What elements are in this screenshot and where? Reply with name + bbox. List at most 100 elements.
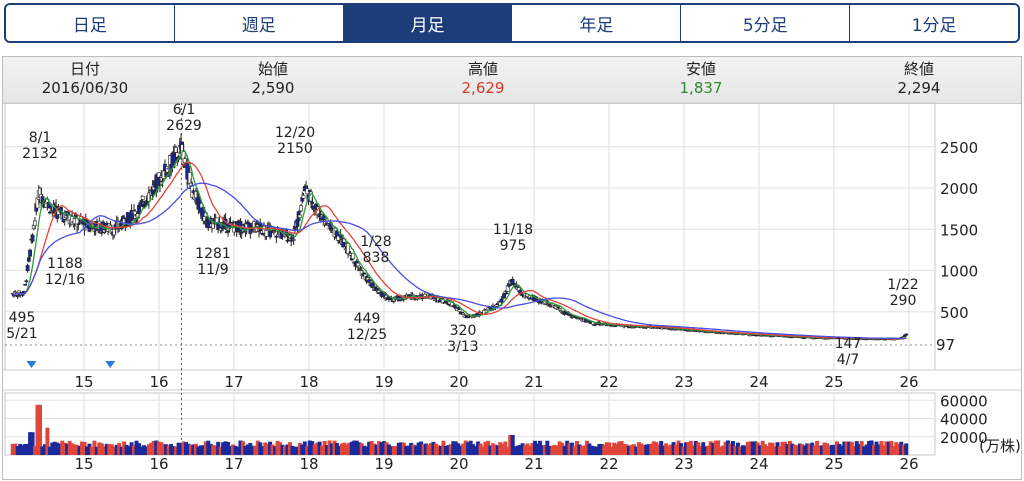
volume-bar: [320, 445, 325, 455]
volume-bar: [132, 445, 137, 455]
candle-body: [559, 310, 563, 313]
volume-bar: [80, 441, 85, 455]
candle-body: [25, 265, 30, 272]
volume-bar: [703, 446, 708, 455]
volume-bar: [409, 442, 414, 455]
volume-bar: [760, 440, 765, 455]
volume-bar: [82, 441, 87, 455]
volume-bar: [483, 441, 488, 455]
volume-bar: [391, 446, 396, 455]
volume-bar: [560, 442, 565, 455]
volume-bar: [283, 445, 287, 455]
volume-bar: [889, 440, 894, 455]
volume-bar: [129, 442, 134, 455]
annotation-date: 1/28: [360, 234, 391, 250]
volume-bar: [646, 444, 651, 455]
volume-bar: [854, 441, 859, 455]
volume-bar: [176, 442, 181, 455]
volume-bar: [57, 443, 62, 455]
volume-bar: [884, 441, 889, 455]
volume-bar: [122, 441, 127, 455]
volume-bar: [778, 446, 782, 455]
volume-bar: [795, 445, 800, 455]
volume-bar: [431, 441, 436, 455]
volume-bar: [532, 440, 537, 455]
volume-bar: [379, 442, 384, 455]
volume-bar: [317, 441, 322, 455]
volume-bar: [537, 440, 542, 455]
volume-bar: [339, 443, 344, 455]
volume-x-tick-label: 16: [149, 455, 168, 473]
volume-bar: [94, 446, 99, 455]
volume-bar: [154, 440, 159, 455]
volume-bar: [300, 444, 305, 455]
volume-bar: [713, 440, 718, 455]
volume-bar: [872, 444, 877, 455]
volume-bar: [636, 442, 641, 455]
volume-bar: [683, 442, 688, 455]
volume-bar: [13, 443, 18, 455]
tab-monthly[interactable]: 月足: [343, 5, 513, 41]
volume-bar: [223, 441, 228, 455]
volume-bar: [859, 441, 864, 455]
tab-daily[interactable]: 日足: [6, 5, 175, 41]
volume-x-tick-label: 24: [749, 455, 768, 473]
volume-bar: [193, 443, 198, 455]
volume-x-tick-label: 26: [899, 455, 918, 473]
volume-bar: [740, 445, 745, 455]
tab-weekly[interactable]: 週足: [174, 5, 344, 41]
volume-bar: [572, 445, 577, 455]
volume-bar: [857, 444, 862, 455]
volume-bar: [891, 446, 896, 455]
volume-bar: [188, 445, 193, 455]
annotation-value: 2629: [166, 118, 202, 134]
volume-bar: [40, 446, 45, 455]
volume-bar: [171, 446, 176, 455]
volume-bar: [629, 444, 634, 455]
annotation-value: 2132: [22, 146, 58, 162]
volume-bar: [377, 441, 382, 455]
volume-bar: [10, 443, 15, 455]
volume-bar: [832, 444, 837, 455]
volume-bar: [99, 443, 104, 455]
annotation-value: 1188: [47, 256, 83, 272]
volume-bar: [622, 444, 627, 455]
volume-bar: [696, 442, 701, 455]
volume-bar: [550, 445, 555, 455]
tab-1min[interactable]: 1分足: [850, 5, 1018, 41]
volume-bar: [196, 446, 201, 455]
volume-bar: [216, 441, 221, 455]
volume-bar: [87, 443, 92, 455]
volume-bar: [364, 446, 369, 455]
volume-bar: [619, 441, 624, 455]
volume-bar: [490, 443, 495, 455]
volume-x-tick-label: 19: [374, 455, 393, 473]
candle-body: [285, 239, 290, 242]
annotation-date: 11/18: [493, 222, 533, 238]
candle-body: [129, 209, 134, 220]
volume-bar: [881, 445, 886, 455]
volume-bar: [706, 445, 711, 455]
tab-yearly[interactable]: 年足: [512, 5, 682, 41]
volume-bar: [344, 444, 349, 455]
volume-bar: [659, 440, 664, 455]
volume-bar: [589, 445, 594, 455]
candle-body: [76, 223, 81, 226]
candle-body: [253, 231, 258, 233]
volume-bar: [290, 445, 295, 455]
volume-bar: [582, 445, 587, 455]
volume-bar: [896, 443, 901, 455]
volume-bar: [612, 442, 617, 455]
tab-5min[interactable]: 5分足: [681, 5, 851, 41]
volume-bar: [270, 444, 275, 455]
volume-bar: [614, 443, 619, 455]
volume-bar: [805, 443, 810, 455]
candle-body: [264, 230, 269, 237]
price-x-tick-label: 24: [749, 373, 768, 391]
candle-body: [28, 249, 32, 257]
volume-bar: [701, 442, 706, 455]
volume-bar: [651, 441, 656, 455]
volume-bar: [839, 445, 844, 455]
volume-bar: [864, 444, 869, 455]
volume-bar: [253, 445, 258, 455]
